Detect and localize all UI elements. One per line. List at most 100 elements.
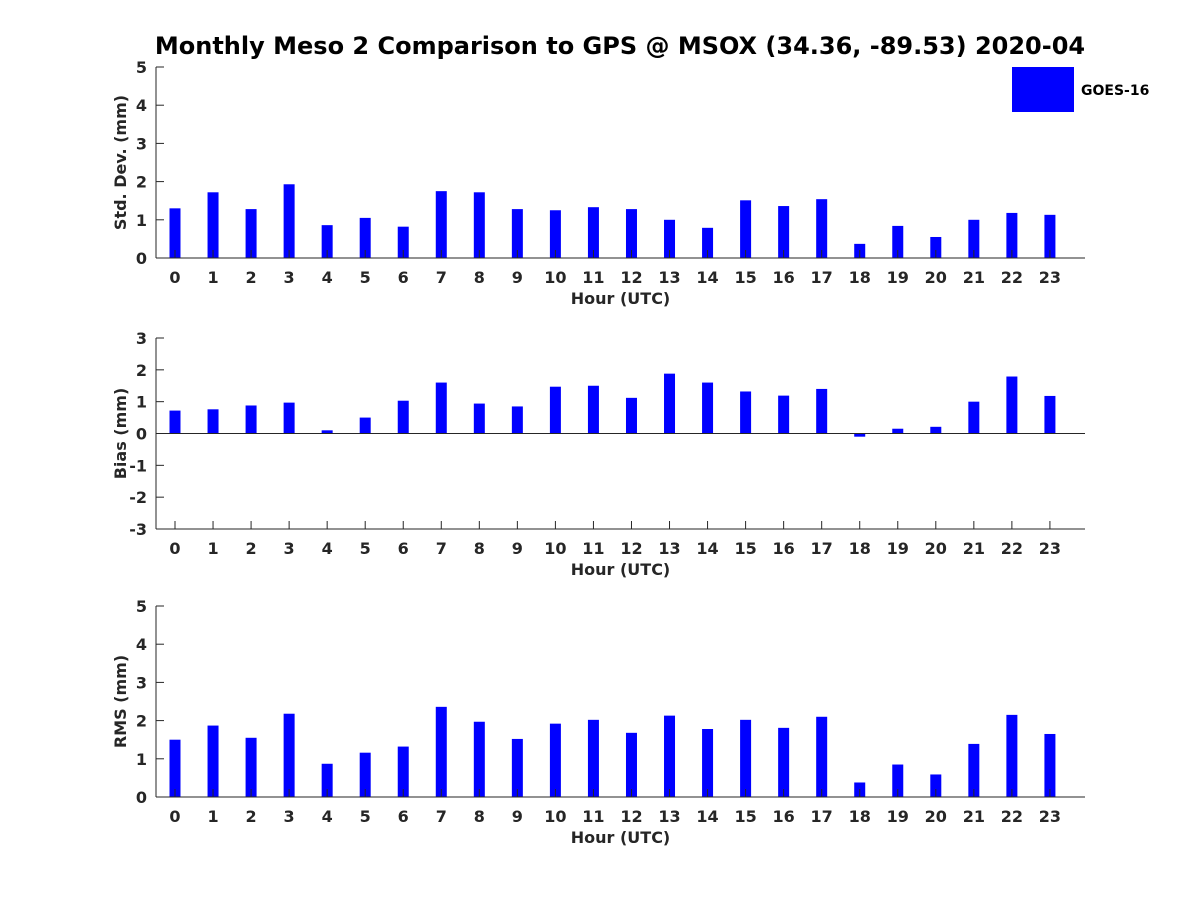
x-tick-label-bias-11: 11: [582, 539, 604, 558]
bar-bias-hour-20: [930, 426, 942, 434]
bar-bias-hour-8: [473, 403, 485, 434]
x-tick-label-rms-19: 19: [887, 807, 909, 826]
x-tick-label-std-dev-14: 14: [696, 268, 718, 287]
x-tick-label-bias-3: 3: [284, 539, 295, 558]
x-tick-label-std-dev-12: 12: [620, 268, 642, 287]
bar-std-dev-hour-21: [968, 219, 980, 258]
bar-std-dev-hour-16: [778, 206, 790, 258]
bar-rms-hour-9: [511, 738, 523, 797]
x-tick-label-bias-7: 7: [436, 539, 447, 558]
y-axis-label-rms: RMS (mm): [111, 655, 130, 748]
y-tick-label-bias--1: -1: [129, 456, 147, 475]
x-tick-label-bias-22: 22: [1001, 539, 1023, 558]
y-tick-label-std-dev-5: 5: [136, 58, 147, 77]
y-tick-label-std-dev-2: 2: [136, 173, 147, 192]
y-tick-label-bias-1: 1: [136, 393, 147, 412]
bar-bias-hour-3: [283, 402, 295, 434]
x-tick-label-bias-6: 6: [398, 539, 409, 558]
x-tick-label-bias-14: 14: [696, 539, 718, 558]
legend-swatch-goes16: [1012, 67, 1074, 112]
x-tick-label-rms-22: 22: [1001, 807, 1023, 826]
bar-bias-hour-0: [169, 410, 181, 434]
x-tick-label-bias-18: 18: [849, 539, 871, 558]
x-tick-label-rms-0: 0: [169, 807, 180, 826]
bar-std-dev-hour-1: [207, 192, 219, 258]
y-tick-label-bias--3: -3: [129, 520, 147, 539]
bar-rms-hour-19: [892, 764, 904, 797]
bar-std-dev-hour-4: [321, 225, 333, 258]
x-tick-label-rms-7: 7: [436, 807, 447, 826]
x-tick-label-rms-14: 14: [696, 807, 718, 826]
x-tick-label-rms-4: 4: [322, 807, 333, 826]
bar-bias-hour-11: [587, 385, 599, 434]
bar-bias-hour-6: [397, 400, 409, 434]
chart-title: Monthly Meso 2 Comparison to GPS @ MSOX …: [155, 32, 1085, 60]
bar-rms-hour-14: [702, 729, 714, 797]
bar-std-dev-hour-11: [587, 207, 599, 258]
x-axis-label-bias: Hour (UTC): [571, 560, 671, 579]
bar-rms-hour-5: [359, 752, 371, 797]
x-tick-label-rms-13: 13: [658, 807, 680, 826]
x-tick-label-std-dev-22: 22: [1001, 268, 1023, 287]
bar-rms-hour-16: [778, 727, 790, 797]
bar-rms-hour-1: [207, 725, 219, 797]
bar-bias-hour-9: [511, 406, 523, 434]
y-tick-label-bias-2: 2: [136, 361, 147, 380]
x-tick-label-std-dev-4: 4: [322, 268, 333, 287]
x-tick-label-std-dev-19: 19: [887, 268, 909, 287]
bar-rms-hour-13: [664, 715, 676, 797]
x-tick-label-std-dev-6: 6: [398, 268, 409, 287]
bar-std-dev-hour-5: [359, 217, 371, 258]
bar-std-dev-hour-17: [816, 199, 828, 258]
x-tick-label-std-dev-18: 18: [849, 268, 871, 287]
x-tick-label-std-dev-13: 13: [658, 268, 680, 287]
x-tick-label-std-dev-10: 10: [544, 268, 566, 287]
bar-bias-hour-16: [778, 395, 790, 434]
x-tick-label-std-dev-15: 15: [734, 268, 756, 287]
bar-bias-hour-23: [1044, 395, 1056, 434]
y-axis-label-bias: Bias (mm): [111, 388, 130, 480]
bar-bias-hour-22: [1006, 376, 1018, 434]
bar-bias-hour-5: [359, 417, 371, 434]
x-tick-label-std-dev-2: 2: [246, 268, 257, 287]
bar-rms-hour-23: [1044, 733, 1056, 797]
bar-bias-hour-7: [435, 382, 447, 434]
y-tick-label-rms-5: 5: [136, 597, 147, 616]
y-tick-label-bias-0: 0: [136, 425, 147, 444]
bar-std-dev-hour-15: [740, 200, 752, 258]
bar-std-dev-hour-7: [435, 191, 447, 258]
x-tick-label-std-dev-21: 21: [963, 268, 985, 287]
bar-bias-hour-21: [968, 401, 980, 434]
y-tick-label-std-dev-4: 4: [136, 96, 147, 115]
bar-rms-hour-2: [245, 737, 257, 797]
bar-bias-hour-1: [207, 409, 219, 434]
x-tick-label-bias-12: 12: [620, 539, 642, 558]
x-tick-label-bias-4: 4: [322, 539, 333, 558]
x-tick-label-rms-8: 8: [474, 807, 485, 826]
y-tick-label-std-dev-3: 3: [136, 134, 147, 153]
bar-std-dev-hour-9: [511, 209, 523, 258]
bar-rms-hour-4: [321, 763, 333, 797]
bar-bias-hour-12: [625, 397, 637, 434]
y-tick-label-rms-1: 1: [136, 750, 147, 769]
bar-bias-hour-18: [854, 433, 866, 437]
bar-rms-hour-0: [169, 739, 181, 797]
y-tick-label-rms-2: 2: [136, 712, 147, 731]
x-tick-label-rms-9: 9: [512, 807, 523, 826]
x-tick-label-std-dev-16: 16: [773, 268, 795, 287]
x-tick-label-rms-10: 10: [544, 807, 566, 826]
bar-bias-hour-14: [702, 382, 714, 434]
y-tick-label-rms-4: 4: [136, 635, 147, 654]
bar-std-dev-hour-12: [625, 209, 637, 258]
y-axis-label-std-dev: Std. Dev. (mm): [111, 95, 130, 230]
bar-std-dev-hour-23: [1044, 214, 1056, 258]
x-tick-label-rms-21: 21: [963, 807, 985, 826]
y-tick-label-rms-0: 0: [136, 788, 147, 807]
x-tick-label-bias-0: 0: [169, 539, 180, 558]
x-tick-label-bias-2: 2: [246, 539, 257, 558]
x-tick-label-bias-20: 20: [925, 539, 947, 558]
y-tick-label-bias--2: -2: [129, 488, 147, 507]
